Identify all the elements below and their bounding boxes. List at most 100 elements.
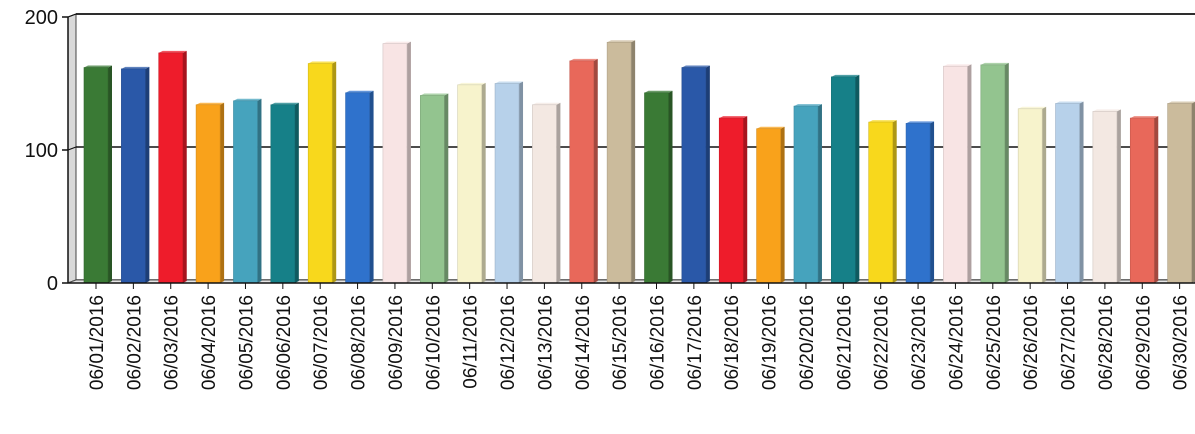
bar-side [145,66,150,284]
bar-top [868,120,897,123]
bar [1017,106,1047,284]
y-tick-label: 200 [25,7,58,29]
bar-top [233,98,262,101]
x-tick-label: 06/24/2016 [946,295,967,390]
bar-side [481,82,486,283]
bar-side [220,102,225,283]
bar-top [1055,101,1084,104]
bar-side [444,93,449,283]
bar-front [233,100,258,284]
bar [233,98,262,284]
x-tick-label: 06/08/2016 [349,295,370,390]
bar-top [607,40,636,43]
bar-side [1116,109,1121,284]
x-tick-label: 06/13/2016 [535,295,556,390]
bar-top [644,90,673,93]
x-tick-label: 06/06/2016 [274,295,295,390]
bar-side [332,61,337,283]
bar-side [182,50,187,283]
bar-front [681,67,707,284]
bar [718,116,748,284]
bar-front [644,92,669,284]
bar [1167,101,1195,284]
bar-top [793,104,822,107]
bar-side [593,58,598,283]
bar [419,93,449,284]
bar [980,62,1009,284]
gridline-diagonal [67,13,77,18]
x-tick-label: 06/11/2016 [461,295,482,389]
bar-side [855,74,860,283]
bar-side [1154,116,1159,283]
x-tick-label: 06/12/2016 [498,295,519,390]
bar-front [718,117,744,284]
bar-top [382,41,411,44]
bar-top [831,74,860,77]
bar-front [756,128,781,284]
bar-top [1018,106,1047,109]
bar-top [1092,109,1121,112]
bar-front [1129,117,1155,284]
x-tick-label: 06/29/2016 [1133,295,1154,390]
bar-front [1167,103,1192,284]
bar-front [419,95,445,284]
bar-front [158,52,184,284]
bar [1092,109,1121,284]
bar [494,81,524,284]
bar [943,64,972,284]
bar-top [569,58,598,61]
bar [681,65,710,284]
bar [831,74,860,284]
x-tick-label: 06/16/2016 [648,295,669,390]
bar-top [84,65,112,68]
bar-side [1079,101,1084,283]
x-tick-label: 06/14/2016 [573,295,594,390]
bar-top [1167,101,1195,104]
bar-top [980,62,1009,65]
bar-top [943,64,972,67]
bar-side [1042,106,1047,284]
y-tick-label: 100 [25,140,58,162]
bar-front [195,104,221,284]
bar-front [532,104,557,284]
bar [158,50,187,284]
x-tick-label: 06/15/2016 [610,295,631,390]
bar-front [1092,111,1118,284]
bar-front [382,43,408,284]
bar-side [556,102,561,283]
bar-side [257,98,262,283]
bar-side [108,65,112,283]
bar [345,90,374,284]
bar-front [307,63,333,284]
bar-side [930,121,935,284]
bar-top [681,65,710,68]
bar-side [294,102,299,283]
bar-side [1191,101,1195,283]
bar-top [420,93,449,96]
bar [1129,116,1159,284]
x-tick-label: 06/20/2016 [797,295,818,390]
bar-front [457,84,482,284]
bar-front [270,104,296,284]
bar-top [158,50,187,53]
x-tick-label: 06/18/2016 [722,295,743,390]
bar [83,65,112,284]
x-tick-label: 06/05/2016 [236,295,257,390]
x-tick-label: 06/01/2016 [87,295,108,390]
y-tick-label: 0 [47,273,58,295]
bar [457,82,486,284]
bar-side [705,65,710,283]
x-tick-label: 06/25/2016 [984,295,1005,390]
bar-side [1004,62,1009,283]
bar-top [495,81,524,84]
bar [606,40,636,284]
bar-top [196,102,225,105]
bar [382,41,411,284]
x-tick-label: 06/26/2016 [1021,295,1042,390]
bar-front [345,92,370,284]
bar [121,66,150,284]
bar [532,102,561,284]
bar-top [121,66,150,69]
bar-side [817,104,822,283]
bar-front [606,41,632,284]
